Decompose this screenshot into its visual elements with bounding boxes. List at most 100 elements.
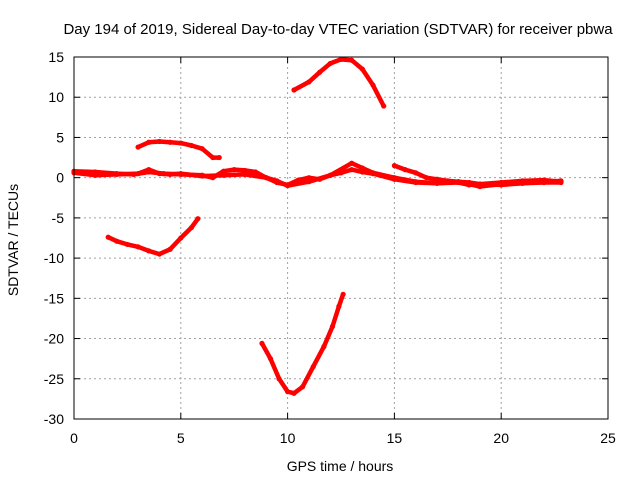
data-point — [349, 160, 355, 166]
y-tick-label: -25 — [44, 371, 64, 387]
series-arc-lower-left — [105, 216, 201, 257]
data-point — [146, 139, 152, 145]
data-point — [381, 103, 387, 109]
y-tick-label: 10 — [48, 89, 64, 105]
data-point — [92, 172, 98, 178]
data-point — [188, 224, 195, 231]
y-tick-label: 0 — [56, 170, 64, 186]
data-point — [188, 142, 195, 149]
data-point — [299, 384, 306, 390]
data-point — [135, 144, 141, 150]
data-point — [220, 172, 227, 178]
data-point — [291, 87, 297, 93]
data-point — [231, 167, 237, 173]
data-point — [242, 171, 248, 178]
data-point — [370, 170, 376, 176]
data-point — [391, 175, 397, 181]
data-point — [329, 323, 336, 330]
data-point — [252, 169, 259, 175]
data-point — [156, 171, 163, 177]
data-point — [321, 344, 327, 350]
data-point — [156, 251, 163, 257]
y-tick-label: -20 — [44, 331, 64, 347]
data-point — [178, 140, 184, 146]
data-point — [423, 175, 430, 181]
data-point — [195, 216, 201, 222]
data-point — [340, 291, 346, 297]
x-tick-label: 5 — [177, 430, 185, 446]
data-point — [541, 177, 547, 183]
data-point — [445, 178, 451, 184]
data-point — [391, 163, 397, 169]
data-point — [267, 356, 274, 362]
data-point — [285, 389, 291, 395]
x-tick-label: 15 — [387, 430, 403, 446]
series-arc-right — [391, 163, 564, 187]
data-point — [338, 56, 344, 63]
data-point — [306, 175, 312, 181]
data-point — [310, 364, 316, 370]
data-point — [370, 82, 376, 88]
data-point — [349, 57, 355, 63]
y-axis-label: SDTVAR / TECUs — [5, 184, 21, 296]
data-point — [178, 235, 184, 241]
data-point — [519, 178, 526, 184]
data-point — [146, 167, 152, 173]
data-point — [199, 173, 205, 179]
data-point — [105, 234, 111, 240]
data-point — [210, 154, 216, 161]
data-series — [71, 56, 564, 396]
y-tick-label: -30 — [44, 411, 64, 427]
data-point — [327, 60, 333, 67]
data-point — [413, 179, 419, 185]
data-point — [455, 179, 462, 185]
data-point — [135, 244, 141, 250]
series-arc-peak — [291, 56, 387, 109]
data-point — [114, 171, 120, 178]
y-tick-label: -15 — [44, 290, 64, 306]
data-point — [285, 183, 291, 189]
data-point — [178, 171, 184, 177]
ticks — [73, 56, 609, 420]
x-tick-label: 10 — [280, 430, 296, 446]
data-point — [220, 168, 227, 174]
tick-labels: 0 5 10 15 20 25 15 10 5 0 -5 -10 -15 -20 -25 -30 — [44, 49, 616, 446]
data-point — [434, 176, 440, 182]
data-point — [402, 167, 408, 173]
y-tick-label: 15 — [48, 49, 64, 65]
plot-frame — [73, 56, 609, 420]
y-tick-label: -5 — [52, 210, 65, 226]
data-point — [274, 178, 280, 184]
data-point — [167, 139, 173, 145]
data-point — [434, 180, 440, 186]
data-point — [477, 181, 483, 187]
data-point — [259, 340, 265, 346]
grid — [74, 57, 608, 419]
data-point — [156, 138, 163, 145]
data-point — [359, 165, 365, 171]
data-point — [327, 172, 333, 178]
data-point — [336, 303, 342, 309]
data-point — [276, 376, 282, 382]
x-axis-label: GPS time / hours — [287, 458, 394, 474]
data-point — [146, 248, 152, 254]
y-tick-label: -10 — [44, 250, 64, 266]
x-tick-label: 0 — [70, 430, 78, 446]
series-arc-trough — [259, 291, 346, 396]
data-point — [359, 66, 365, 72]
x-tick-label: 25 — [600, 430, 616, 446]
data-point — [317, 69, 323, 75]
data-point — [242, 167, 248, 174]
data-point — [124, 241, 130, 248]
data-point — [135, 171, 141, 177]
data-point — [349, 167, 355, 173]
data-point — [167, 171, 173, 178]
data-point — [466, 179, 472, 186]
data-point — [199, 146, 205, 152]
x-tick-label: 20 — [493, 430, 509, 446]
data-point — [413, 170, 419, 176]
data-point — [306, 179, 312, 185]
data-point — [216, 154, 222, 161]
